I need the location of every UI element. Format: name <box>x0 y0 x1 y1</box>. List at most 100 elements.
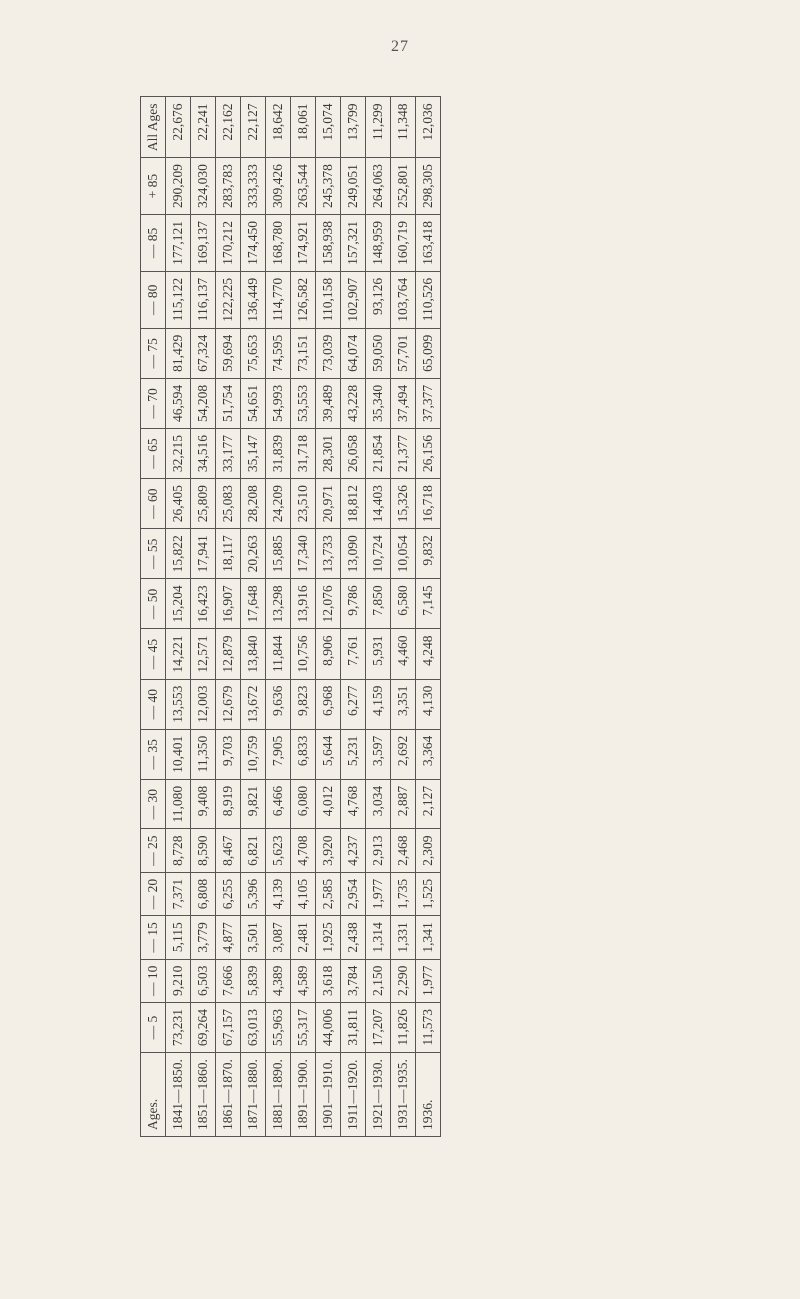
table-cell: 3,618 <box>316 959 341 1002</box>
table-cell: 2,913 <box>366 829 391 872</box>
table-cell: 4,159 <box>366 679 391 729</box>
table-cell: 4,389 <box>266 959 291 1002</box>
table-cell: 169,137 <box>191 215 216 272</box>
table-cell: 17,941 <box>191 529 216 579</box>
table-cell: 11,350 <box>191 729 216 779</box>
decennial-table-wrap: Ages. — 5— 10— 15— 20— 25— 30— 35— 40— 4… <box>140 96 441 1137</box>
table-cell: 11,573 <box>416 1003 441 1053</box>
table-cell: 136,449 <box>241 271 266 328</box>
age-col-header: — 55 <box>141 529 166 579</box>
age-col-header: — 65 <box>141 429 166 479</box>
table-cell: 25,809 <box>191 479 216 529</box>
table-cell: 32,215 <box>166 429 191 479</box>
table-row: 1931—1935.11,8262,2901,3311,7352,4682,88… <box>391 97 416 1137</box>
table-cell: 168,780 <box>266 215 291 272</box>
table-cell: 7,761 <box>341 629 366 679</box>
table-cell: 283,783 <box>216 158 241 215</box>
table-cell: 54,208 <box>191 378 216 428</box>
table-cell: 8,728 <box>166 829 191 872</box>
table-cell: 4,248 <box>416 629 441 679</box>
table-cell: 3,784 <box>341 959 366 1002</box>
table-cell: 1,341 <box>416 916 441 959</box>
table-cell: 44,006 <box>316 1003 341 1053</box>
table-cell: 43,228 <box>341 378 366 428</box>
table-cell: 6,255 <box>216 872 241 915</box>
table-cell: 26,405 <box>166 479 191 529</box>
table-cell: 10,756 <box>291 629 316 679</box>
table-cell: 73,151 <box>291 328 316 378</box>
table-head: Ages. — 5— 10— 15— 20— 25— 30— 35— 40— 4… <box>141 97 166 1137</box>
table-cell: 25,083 <box>216 479 241 529</box>
table-cell: 324,030 <box>191 158 216 215</box>
age-col-header: — 80 <box>141 271 166 328</box>
table-cell: 35,147 <box>241 429 266 479</box>
age-col-header: — 10 <box>141 959 166 1002</box>
table-cell: 14,403 <box>366 479 391 529</box>
table-cell: 18,812 <box>341 479 366 529</box>
table-cell: 9,786 <box>341 579 366 629</box>
table-row: 1871—1880.63,0135,8393,5015,3966,8219,82… <box>241 97 266 1137</box>
table-body: 1841—1850.73,2319,2105,1157,3718,72811,0… <box>166 97 441 1137</box>
table-cell: 26,058 <box>341 429 366 479</box>
table-cell: 67,157 <box>216 1003 241 1053</box>
table-cell: 4,105 <box>291 872 316 915</box>
table-cell: 63,013 <box>241 1003 266 1053</box>
table-cell: 1,925 <box>316 916 341 959</box>
table-row: 1901—1910.44,0063,6181,9252,5853,9204,01… <box>316 97 341 1137</box>
table-cell: 12,571 <box>191 629 216 679</box>
table-cell: 15,822 <box>166 529 191 579</box>
table-cell: 69,264 <box>191 1003 216 1053</box>
table-cell: 3,501 <box>241 916 266 959</box>
table-cell: 54,651 <box>241 378 266 428</box>
table-cell: 54,993 <box>266 378 291 428</box>
period-row-header: 1861—1870. <box>216 1053 241 1137</box>
table-cell: 12,076 <box>316 579 341 629</box>
table-cell: 17,340 <box>291 529 316 579</box>
age-col-header: — 30 <box>141 779 166 829</box>
table-cell: 2,692 <box>391 729 416 779</box>
table-cell: 1,735 <box>391 872 416 915</box>
age-col-header: — 20 <box>141 872 166 915</box>
table-cell: 13,916 <box>291 579 316 629</box>
table-cell: 28,208 <box>241 479 266 529</box>
table-cell: 122,225 <box>216 271 241 328</box>
table-cell: 5,931 <box>366 629 391 679</box>
period-row-header: 1911—1920. <box>341 1053 366 1137</box>
table-cell: 157,321 <box>341 215 366 272</box>
table-cell: 13,553 <box>166 679 191 729</box>
age-col-header: — 45 <box>141 629 166 679</box>
table-cell: 6,821 <box>241 829 266 872</box>
table-cell: 6,277 <box>341 679 366 729</box>
table-cell: 55,963 <box>266 1003 291 1053</box>
table-cell: 37,377 <box>416 378 441 428</box>
table-cell: 7,145 <box>416 579 441 629</box>
table-cell: 59,694 <box>216 328 241 378</box>
table-cell: 57,701 <box>391 328 416 378</box>
period-row-header: 1921—1930. <box>366 1053 391 1137</box>
table-cell: 245,378 <box>316 158 341 215</box>
age-col-header: — 25 <box>141 829 166 872</box>
table-cell: 9,821 <box>241 779 266 829</box>
age-col-header: All Ages <box>141 97 166 158</box>
table-cell: 11,844 <box>266 629 291 679</box>
table-cell: 12,003 <box>191 679 216 729</box>
table-cell: 263,544 <box>291 158 316 215</box>
table-cell: 15,885 <box>266 529 291 579</box>
table-cell: 4,012 <box>316 779 341 829</box>
table-cell: 3,087 <box>266 916 291 959</box>
table-cell: 9,832 <box>416 529 441 579</box>
table-cell: 6,968 <box>316 679 341 729</box>
table-cell: 2,954 <box>341 872 366 915</box>
table-cell: 249,051 <box>341 158 366 215</box>
table-cell: 8,590 <box>191 829 216 872</box>
table-cell: 170,212 <box>216 215 241 272</box>
age-col-header: — 85 <box>141 215 166 272</box>
table-cell: 22,676 <box>166 97 191 158</box>
table-cell: 10,724 <box>366 529 391 579</box>
table-cell: 33,177 <box>216 429 241 479</box>
table-cell: 2,468 <box>391 829 416 872</box>
table-cell: 6,080 <box>291 779 316 829</box>
table-cell: 21,854 <box>366 429 391 479</box>
table-cell: 65,099 <box>416 328 441 378</box>
table-cell: 20,263 <box>241 529 266 579</box>
